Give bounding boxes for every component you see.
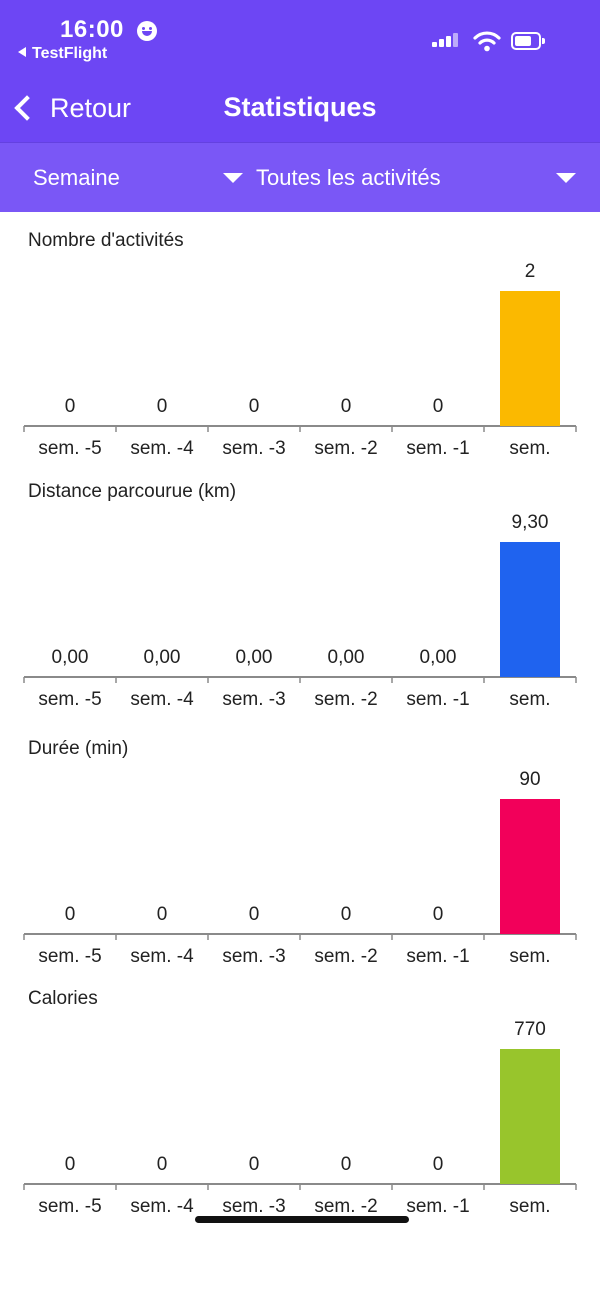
status-bar: 16:00 TestFlight bbox=[0, 0, 600, 70]
data-label: 0,00 bbox=[52, 647, 89, 668]
bar bbox=[500, 542, 560, 677]
data-label: 0 bbox=[341, 904, 352, 925]
data-label: 0 bbox=[433, 904, 444, 925]
x-tick-label: sem. -3 bbox=[222, 689, 285, 710]
data-label: 9,30 bbox=[512, 512, 549, 533]
x-tick-label: sem. -4 bbox=[130, 1196, 194, 1217]
x-tick-label: sem. -2 bbox=[314, 689, 377, 710]
chart-title: Durée (min) bbox=[28, 738, 129, 759]
chart-calories: Calories 0 sem. -5 0 sem. -4 0 sem. -3 0 sem. -… bbox=[0, 988, 600, 1238]
status-time: 16:00 bbox=[60, 16, 124, 43]
back-to-testflight[interactable]: TestFlight bbox=[18, 45, 107, 63]
chart-duration: Durée (min) 0 sem. -5 0 sem. -4 0 sem. -3 0 sem… bbox=[0, 738, 600, 988]
data-label: 0 bbox=[157, 904, 168, 925]
x-tick-label: sem. -1 bbox=[406, 946, 469, 967]
chart-title: Calories bbox=[28, 988, 98, 1009]
page-title: Statistiques bbox=[223, 92, 377, 122]
period-select-value: Semaine bbox=[33, 165, 120, 190]
nav-bar: Statistiques Retour bbox=[0, 70, 600, 142]
chart-activities-plot: 0 sem. -5 0 sem. -4 0 sem. -3 0 sem. -2 0 sem. -1… bbox=[23, 261, 577, 459]
x-tick-label: sem. -1 bbox=[406, 689, 469, 710]
dropdown-arrow-icon bbox=[223, 173, 243, 183]
dropdown-arrow-icon bbox=[556, 173, 576, 183]
data-label: 0,00 bbox=[328, 647, 365, 668]
data-label: 0,00 bbox=[144, 647, 181, 668]
x-tick-label: sem. -2 bbox=[314, 438, 377, 459]
back-button[interactable]: Retour bbox=[10, 90, 131, 126]
data-label: 0 bbox=[249, 1154, 260, 1175]
x-tick-label: sem. bbox=[509, 1196, 550, 1217]
data-label: 90 bbox=[519, 769, 540, 790]
chart-duration-plot: 0 sem. -5 0 sem. -4 0 sem. -3 0 sem. -2 0 sem. -1… bbox=[23, 769, 577, 967]
data-label: 0,00 bbox=[420, 647, 457, 668]
x-tick-label: sem. bbox=[509, 689, 550, 710]
chevron-left-icon bbox=[14, 95, 40, 121]
data-label: 770 bbox=[514, 1019, 546, 1040]
chart-activities: Nombre d'activités 0 sem. -5 0 sem. -4 0 sem.… bbox=[0, 230, 600, 480]
x-tick-label: sem. -4 bbox=[130, 689, 194, 710]
x-tick-label: sem. -5 bbox=[38, 689, 101, 710]
smiley-icon bbox=[137, 21, 157, 41]
filter-bar: Semaine Toutes les activités bbox=[0, 142, 600, 212]
x-tick-label: sem. -5 bbox=[38, 946, 101, 967]
data-label: 0 bbox=[65, 396, 76, 417]
x-tick-label: sem. bbox=[509, 946, 550, 967]
bar bbox=[500, 1049, 560, 1184]
chart-distance-plot: 0,00 sem. -5 0,00 sem. -4 0,00 sem. -3 0,00 sem… bbox=[23, 512, 577, 710]
x-tick-label: sem. -3 bbox=[222, 438, 285, 459]
bar bbox=[500, 291, 560, 426]
data-label: 0 bbox=[249, 904, 260, 925]
x-tick-label: sem. -3 bbox=[222, 946, 285, 967]
back-triangle-icon bbox=[18, 47, 26, 57]
data-label: 0 bbox=[433, 1154, 444, 1175]
battery-icon bbox=[511, 32, 545, 50]
data-label: 0 bbox=[157, 396, 168, 417]
back-button-label: Retour bbox=[50, 92, 132, 123]
x-tick-label: sem. -5 bbox=[38, 1196, 101, 1217]
x-tick-label: sem. -5 bbox=[38, 438, 101, 459]
data-label: 0 bbox=[341, 396, 352, 417]
bar bbox=[500, 799, 560, 934]
chart-title: Distance parcourue (km) bbox=[28, 481, 237, 502]
chart-title: Nombre d'activités bbox=[28, 230, 184, 251]
x-tick-label: sem. -4 bbox=[130, 946, 194, 967]
signal-icon bbox=[432, 33, 464, 47]
wifi-icon bbox=[473, 31, 501, 52]
x-tick-label: sem. bbox=[509, 438, 550, 459]
x-tick-label: sem. -2 bbox=[314, 946, 377, 967]
chart-calories-plot: 0 sem. -5 0 sem. -4 0 sem. -3 0 sem. -2 0 sem. -1… bbox=[23, 1019, 577, 1217]
data-label: 0 bbox=[65, 1154, 76, 1175]
x-tick-label: sem. -3 bbox=[222, 1196, 285, 1217]
back-app-label: TestFlight bbox=[32, 45, 108, 62]
data-label: 2 bbox=[525, 261, 536, 282]
x-tick-label: sem. -2 bbox=[314, 1196, 377, 1217]
chart-distance: Distance parcourue (km) 0,00 sem. -5 0,00 s… bbox=[0, 481, 600, 731]
data-label: 0 bbox=[341, 1154, 352, 1175]
data-label: 0 bbox=[65, 904, 76, 925]
x-tick-label: sem. -4 bbox=[130, 438, 194, 459]
activity-select-value: Toutes les activités bbox=[256, 165, 441, 190]
data-label: 0 bbox=[433, 396, 444, 417]
period-select[interactable]: Semaine bbox=[33, 143, 243, 213]
data-label: 0,00 bbox=[236, 647, 273, 668]
activity-select[interactable]: Toutes les activités bbox=[256, 143, 576, 213]
home-indicator[interactable] bbox=[195, 1216, 409, 1223]
data-label: 0 bbox=[249, 396, 260, 417]
x-tick-label: sem. -1 bbox=[406, 438, 469, 459]
x-tick-label: sem. -1 bbox=[406, 1196, 469, 1217]
data-label: 0 bbox=[157, 1154, 168, 1175]
